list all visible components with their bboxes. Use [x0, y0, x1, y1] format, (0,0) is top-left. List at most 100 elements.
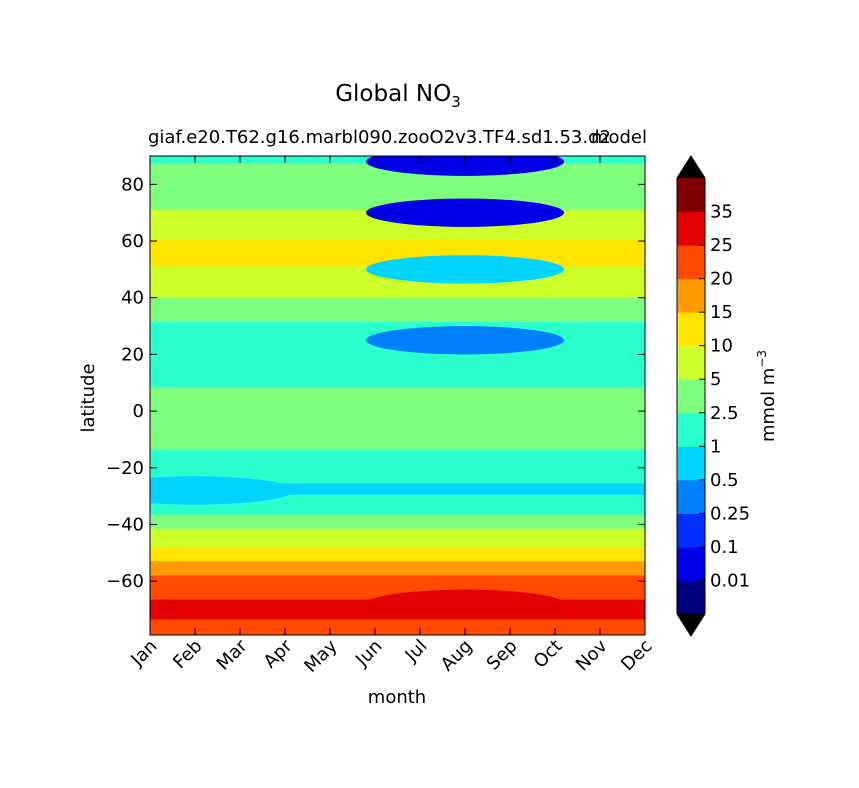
contour-band [150, 184, 645, 187]
contour-band [150, 391, 645, 394]
contour-band [150, 304, 645, 307]
contour-band [150, 190, 645, 193]
y-tick-label: 40 [121, 288, 144, 309]
contour-band [150, 484, 645, 487]
contour-band [150, 613, 645, 616]
contour-band [150, 314, 645, 317]
contour-band [150, 531, 645, 534]
contour-band [150, 409, 645, 412]
contour-band [150, 520, 645, 523]
contour-band [150, 309, 645, 312]
contour-band [150, 524, 645, 527]
contour-band [150, 185, 645, 188]
x-tick-label: Nov [572, 635, 612, 675]
contour-band [150, 544, 645, 547]
contour-band [150, 233, 645, 236]
contour-band [150, 513, 645, 516]
contour-band [150, 191, 645, 194]
contour-band [150, 301, 645, 304]
contour-band [150, 449, 645, 452]
contour-band [150, 479, 645, 482]
contour-band [150, 386, 645, 390]
contour-band [150, 318, 645, 321]
contour-band [150, 574, 645, 577]
colorbar-tick-label: 0.1 [710, 537, 739, 558]
x-tick-label: Jun [351, 636, 386, 671]
x-tick-label: Jul [401, 636, 432, 667]
contour-band [150, 222, 645, 225]
colorbar: 0.01 0.1 0.25 0.5 1 2.5 5 10 15 20 25 35 [676, 155, 750, 637]
contour-band [150, 180, 645, 183]
contour-band [150, 497, 645, 500]
colorbar-tick-label: 0.25 [710, 503, 750, 524]
contour-band [150, 418, 645, 421]
contour-band [150, 514, 645, 517]
x-tick-label: Apr [260, 635, 297, 672]
contour-band [150, 379, 645, 382]
contour-band [150, 585, 645, 588]
contour-band [150, 422, 645, 425]
contour-band [150, 473, 645, 476]
chart-title: Global NO3 [335, 81, 461, 111]
contour-band [150, 481, 645, 484]
contour-band [150, 396, 645, 399]
contour-band [150, 411, 645, 414]
contour-band [150, 299, 645, 302]
contour-feature [366, 255, 564, 284]
contour-band [150, 394, 645, 397]
contour-band [150, 297, 645, 300]
contour-band [150, 619, 645, 622]
contour-band [150, 445, 645, 448]
contour-band [150, 253, 645, 256]
contour-band [150, 419, 645, 422]
contour-band [150, 476, 645, 479]
contour-band [150, 568, 645, 571]
contour-band [150, 364, 645, 367]
contour-band [150, 472, 645, 475]
contour-band [150, 493, 645, 496]
contour-band [150, 507, 645, 510]
contour-band [150, 361, 645, 364]
contour-band [150, 311, 645, 314]
contour-band [150, 392, 645, 395]
chart-title-subscript: 3 [451, 93, 461, 111]
contour-band [150, 576, 645, 579]
contour-band [150, 382, 645, 385]
contour-band [150, 632, 645, 635]
contour-band [150, 455, 645, 458]
contour-band [150, 358, 645, 361]
contour-band [150, 548, 645, 551]
contour-band [150, 243, 645, 246]
contour-band [150, 555, 645, 558]
contour-band [150, 357, 645, 360]
contour-band [150, 511, 645, 514]
y-tick-label: 80 [121, 174, 144, 195]
contour-band [150, 232, 645, 235]
contour-band [150, 518, 645, 521]
contour-band [150, 443, 645, 446]
contour-band [150, 378, 645, 381]
contour-band [150, 552, 645, 555]
colorbar-label-superscript: −3 [755, 350, 769, 368]
colorbar-segment [677, 379, 705, 414]
contour-band [150, 327, 645, 330]
contour-band [150, 575, 645, 578]
contour-band [150, 412, 645, 415]
contour-band [150, 320, 645, 323]
x-tick-label: Feb [169, 636, 206, 673]
x-tick-label: May [300, 635, 341, 676]
colorbar-tick-label: 35 [710, 202, 733, 223]
contour-band [150, 616, 645, 619]
contour-band [150, 508, 645, 511]
contour-band [150, 375, 645, 378]
contour-band [150, 310, 645, 313]
contour-band [150, 442, 645, 445]
x-tick-label: Dec [617, 636, 656, 675]
contour-band [150, 622, 645, 625]
contour-band [150, 395, 645, 398]
contour-band [150, 198, 645, 201]
contour-band [150, 360, 645, 363]
contour-band [150, 290, 645, 293]
contour-band [150, 174, 645, 177]
contour-band [150, 252, 645, 255]
